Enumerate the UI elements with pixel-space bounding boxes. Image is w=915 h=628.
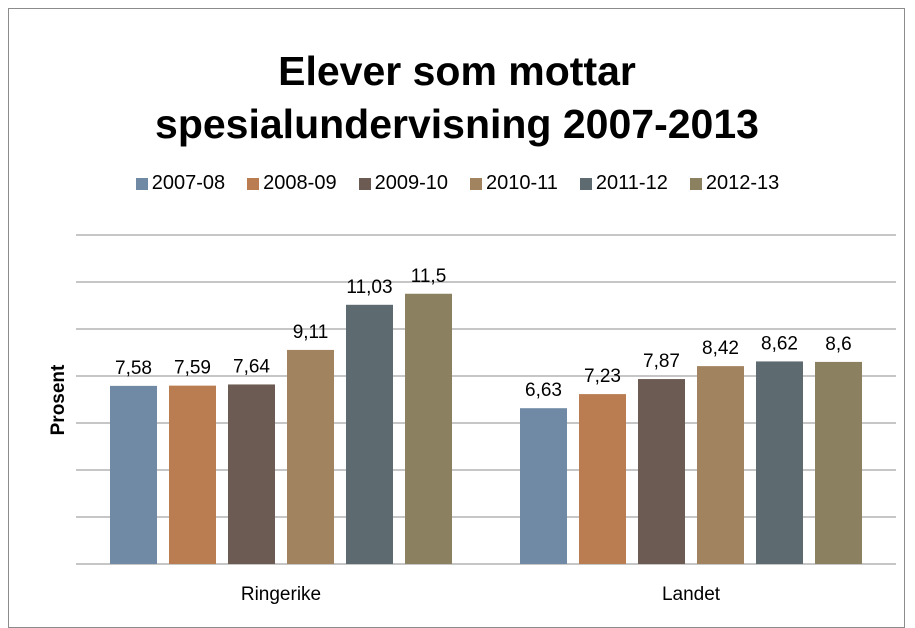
bar <box>169 385 216 564</box>
legend-swatch <box>469 177 482 190</box>
legend-swatch <box>247 177 260 190</box>
legend: 2007-08 2008-09 2009-10 2010-11 2011-12 2012-… <box>0 172 915 195</box>
data-label: 8,62 <box>761 333 798 354</box>
bar <box>520 408 567 564</box>
bar <box>815 361 862 564</box>
data-label: 8,42 <box>702 338 739 359</box>
legend-item: 2012-13 <box>689 172 780 195</box>
data-label: 6,63 <box>525 380 562 401</box>
data-label: 7,87 <box>643 351 680 372</box>
legend-item: 2009-10 <box>358 172 448 195</box>
data-label: 11,03 <box>346 277 392 298</box>
bar <box>638 379 685 564</box>
legend-label: 2008-09 <box>263 172 337 194</box>
legend-swatch <box>689 177 702 190</box>
data-label: 9,11 <box>293 322 329 343</box>
bar <box>405 293 452 564</box>
data-label: 11,5 <box>411 266 447 287</box>
chart-title: Elever som mottar spesialundervisning 20… <box>155 48 759 147</box>
legend-label: 2007-08 <box>151 172 226 194</box>
legend-label: 2009-10 <box>374 172 448 194</box>
legend-item: 2007-08 <box>135 172 226 195</box>
bar <box>228 384 275 564</box>
bar <box>579 394 626 564</box>
legend-swatch <box>135 177 148 190</box>
data-label: 7,23 <box>584 366 621 387</box>
legend-swatch <box>358 177 371 190</box>
x-tick-label: Ringerike <box>241 584 321 605</box>
bar <box>110 385 157 564</box>
data-label: 7,58 <box>115 358 152 379</box>
bar <box>756 361 803 564</box>
bar <box>697 366 744 564</box>
y-axis-label: Prosent <box>48 364 69 435</box>
legend-item: 2008-09 <box>247 172 337 195</box>
legend-label: 2010-11 <box>485 172 558 194</box>
legend-label: 2012-13 <box>705 172 780 194</box>
x-tick-label: Landet <box>662 584 721 605</box>
legend-item: 2010-11 <box>469 172 558 195</box>
bar <box>346 304 393 564</box>
data-label: 7,59 <box>174 358 211 379</box>
data-label: 7,64 <box>233 356 270 377</box>
bar <box>287 349 334 564</box>
legend-swatch <box>579 177 592 190</box>
legend-item: 2011-12 <box>579 172 668 195</box>
data-label: 8,6 <box>825 334 851 355</box>
legend-label: 2011-12 <box>595 172 668 194</box>
